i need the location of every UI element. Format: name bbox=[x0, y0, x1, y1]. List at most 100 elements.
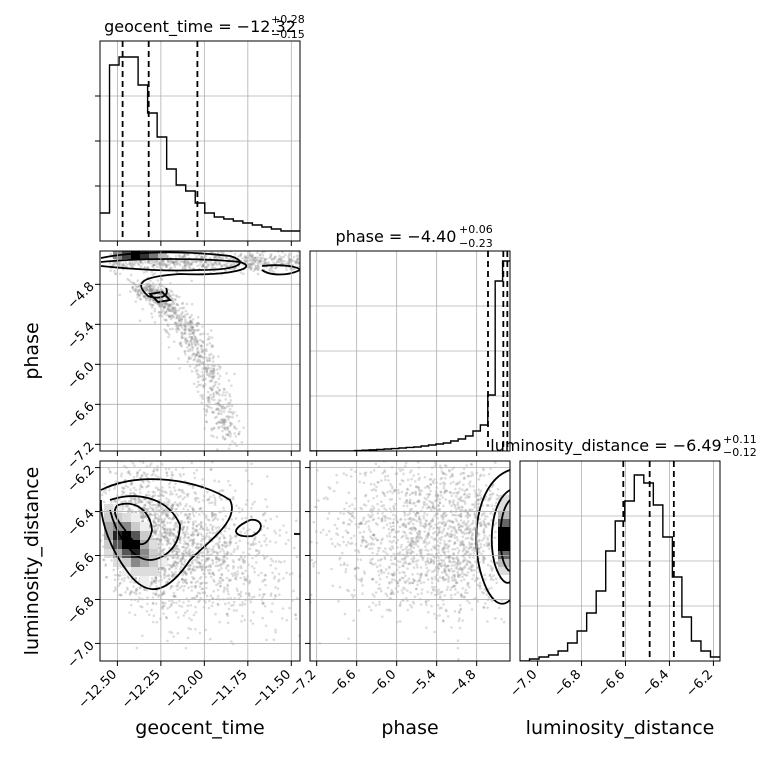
sample-point bbox=[167, 260, 170, 264]
sample-point bbox=[194, 546, 198, 550]
sample-point bbox=[145, 485, 148, 489]
sample-point bbox=[165, 540, 169, 543]
sample-point bbox=[180, 332, 184, 335]
sample-point bbox=[189, 604, 193, 607]
sample-point bbox=[248, 254, 251, 257]
sample-point bbox=[184, 320, 187, 323]
sample-point bbox=[256, 259, 260, 262]
sample-point bbox=[402, 522, 406, 525]
sample-point bbox=[456, 501, 460, 505]
sample-point bbox=[154, 532, 158, 535]
sample-point bbox=[285, 531, 288, 534]
sample-point bbox=[483, 534, 487, 538]
sample-point bbox=[177, 318, 181, 321]
sample-point bbox=[222, 391, 225, 394]
sample-point bbox=[181, 310, 184, 314]
histogram-luminosity_distance bbox=[520, 474, 720, 661]
sample-point bbox=[455, 529, 458, 532]
sample-point bbox=[172, 538, 175, 541]
sample-point bbox=[416, 531, 419, 535]
sample-point bbox=[247, 592, 251, 595]
sample-point bbox=[172, 539, 176, 543]
sample-point bbox=[410, 526, 413, 530]
sample-point bbox=[462, 483, 465, 486]
sample-point bbox=[183, 253, 187, 256]
sample-point bbox=[211, 410, 214, 414]
sample-point bbox=[478, 585, 482, 588]
sample-point bbox=[220, 498, 223, 501]
sample-point bbox=[174, 294, 178, 297]
sample-point bbox=[113, 272, 117, 275]
sample-point bbox=[264, 519, 268, 522]
sample-point bbox=[438, 521, 442, 524]
sample-point bbox=[263, 261, 267, 265]
sample-point bbox=[146, 266, 149, 270]
sample-point bbox=[205, 369, 209, 372]
sample-point bbox=[471, 532, 474, 535]
sample-point bbox=[225, 552, 229, 556]
sample-point bbox=[485, 544, 489, 548]
sample-point bbox=[170, 316, 174, 320]
sample-point bbox=[195, 528, 199, 532]
sample-point bbox=[371, 563, 375, 566]
sample-point bbox=[200, 587, 204, 591]
sample-point bbox=[230, 640, 233, 643]
sample-point bbox=[417, 478, 421, 481]
sample-point bbox=[232, 564, 235, 568]
sample-point bbox=[201, 537, 204, 541]
sample-point bbox=[207, 556, 211, 560]
sample-point bbox=[212, 367, 215, 370]
sample-point bbox=[239, 564, 243, 568]
sample-point bbox=[153, 301, 157, 305]
sample-point bbox=[228, 421, 232, 424]
sample-point bbox=[148, 298, 151, 301]
sample-point bbox=[165, 313, 169, 317]
sample-point bbox=[410, 532, 413, 535]
sample-point bbox=[206, 405, 210, 408]
sample-point bbox=[244, 469, 248, 472]
sample-point bbox=[169, 261, 172, 265]
sample-point bbox=[174, 611, 178, 614]
sample-point bbox=[138, 289, 142, 293]
sample-point bbox=[191, 526, 195, 529]
sample-point bbox=[405, 491, 409, 495]
sample-point bbox=[228, 395, 232, 398]
sample-point bbox=[378, 600, 381, 604]
sample-point bbox=[340, 551, 344, 555]
sample-point bbox=[279, 560, 283, 564]
sample-point bbox=[218, 261, 221, 265]
sample-point bbox=[216, 518, 220, 521]
histogram-geocent_time bbox=[100, 56, 300, 232]
sample-point bbox=[154, 532, 157, 536]
sample-point bbox=[220, 256, 224, 259]
sample-point bbox=[174, 560, 177, 563]
sample-point bbox=[213, 364, 217, 367]
sample-point bbox=[390, 484, 394, 488]
sample-point bbox=[184, 572, 188, 576]
sample-point bbox=[190, 370, 194, 373]
sample-point bbox=[188, 551, 191, 554]
sample-point bbox=[180, 318, 184, 321]
sample-point bbox=[191, 331, 195, 335]
sample-point bbox=[226, 551, 230, 555]
sample-point bbox=[163, 573, 166, 577]
sample-point bbox=[276, 260, 279, 264]
sample-point bbox=[181, 528, 184, 531]
sample-point bbox=[177, 616, 180, 619]
sample-point bbox=[343, 507, 346, 511]
sample-point bbox=[455, 561, 458, 565]
sample-point bbox=[185, 503, 188, 506]
sample-point bbox=[220, 573, 224, 577]
sample-point bbox=[269, 592, 273, 595]
sample-point bbox=[234, 541, 238, 545]
sample-point bbox=[169, 584, 173, 588]
sample-point bbox=[468, 585, 471, 589]
sample-point bbox=[190, 342, 194, 346]
sample-point bbox=[281, 251, 284, 254]
sample-point bbox=[184, 535, 187, 539]
contour-line bbox=[114, 502, 153, 546]
sample-point bbox=[204, 534, 208, 538]
sample-point bbox=[194, 260, 198, 263]
sample-point bbox=[204, 546, 208, 550]
sample-point bbox=[118, 581, 122, 585]
